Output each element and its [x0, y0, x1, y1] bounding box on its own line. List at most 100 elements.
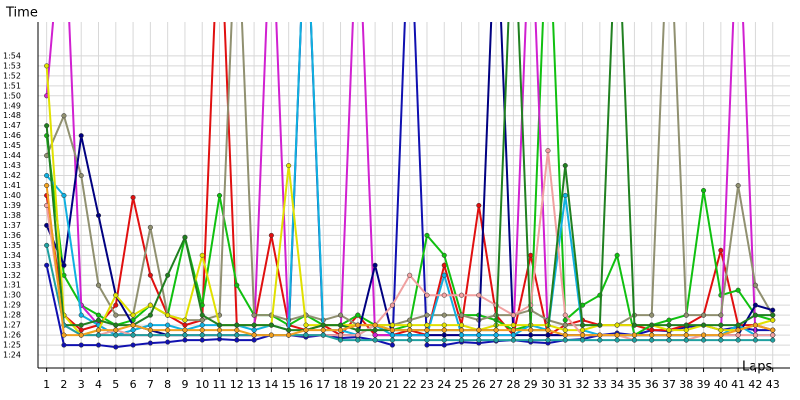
data-point — [234, 327, 240, 333]
data-point — [182, 337, 188, 343]
data-point — [355, 312, 361, 318]
data-point — [147, 272, 153, 278]
data-point — [545, 148, 551, 154]
data-point — [770, 332, 776, 338]
data-point — [597, 332, 603, 338]
data-point — [752, 322, 758, 328]
data-point — [407, 317, 413, 323]
data-point — [476, 202, 482, 209]
data-point — [199, 317, 205, 323]
data-point — [44, 262, 50, 268]
data-point — [718, 327, 724, 333]
data-point — [355, 327, 361, 333]
x-tick-label: 23 — [420, 378, 434, 391]
data-point — [78, 342, 84, 348]
data-point — [562, 322, 568, 328]
y-tick-label: 1:48 — [3, 111, 21, 120]
data-point — [510, 332, 516, 338]
data-point — [562, 312, 568, 318]
data-point — [458, 312, 465, 318]
data-point — [510, 337, 516, 343]
data-point — [147, 322, 153, 328]
data-point — [424, 337, 430, 343]
y-tick-label: 1:24 — [3, 351, 21, 360]
data-point — [303, 332, 309, 338]
data-point — [113, 322, 119, 328]
x-tick-label: 6 — [130, 378, 137, 391]
data-point — [320, 332, 326, 338]
data-point — [199, 332, 205, 338]
data-point — [165, 322, 171, 328]
data-point — [649, 337, 655, 343]
data-point — [147, 340, 153, 346]
data-point — [562, 192, 568, 199]
data-point — [701, 312, 707, 318]
data-point — [562, 327, 568, 333]
data-point — [614, 332, 620, 338]
data-point — [113, 292, 119, 298]
x-tick-label: 25 — [455, 378, 469, 391]
data-point — [95, 212, 102, 218]
data-point — [372, 327, 378, 333]
data-point — [718, 322, 724, 328]
data-point — [441, 342, 447, 348]
data-point — [458, 332, 465, 338]
data-point — [441, 322, 447, 328]
data-point — [78, 322, 84, 328]
data-point — [182, 234, 188, 240]
data-point — [752, 332, 758, 338]
data-point — [476, 327, 482, 333]
x-tick-label: 37 — [662, 378, 676, 391]
data-point — [424, 292, 430, 298]
data-point — [528, 327, 534, 333]
data-point — [234, 322, 240, 328]
data-point — [718, 312, 724, 318]
data-point — [165, 327, 171, 333]
data-point — [95, 342, 102, 348]
data-point — [372, 262, 378, 268]
data-point — [355, 332, 361, 338]
data-point — [441, 272, 447, 278]
x-tick-label: 42 — [748, 378, 762, 391]
data-point — [441, 252, 447, 258]
x-tick-label: 17 — [316, 378, 330, 391]
data-point — [182, 332, 188, 338]
x-tick-label: 16 — [299, 378, 313, 391]
data-point — [701, 187, 707, 194]
y-tick-label: 1:34 — [3, 251, 21, 260]
data-point — [320, 322, 326, 328]
data-point — [441, 312, 447, 318]
data-point — [130, 312, 136, 318]
data-point — [528, 252, 534, 258]
y-axis-title: Time — [5, 6, 38, 21]
x-tick-label: 12 — [230, 378, 244, 391]
data-point — [441, 292, 447, 298]
data-point — [407, 337, 413, 343]
data-point — [614, 252, 620, 258]
x-tick-label: 40 — [714, 378, 728, 391]
x-tick-label: 27 — [489, 378, 503, 391]
y-tick-label: 1:28 — [3, 311, 21, 320]
data-point — [510, 322, 516, 328]
x-tick-label: 5 — [112, 378, 119, 391]
data-point — [683, 322, 689, 328]
y-tick-label: 1:50 — [3, 91, 21, 100]
y-tick-label: 1:54 — [3, 51, 21, 60]
data-point — [130, 194, 136, 201]
data-point — [666, 327, 672, 333]
data-point — [580, 327, 586, 333]
data-point — [476, 292, 482, 298]
y-tick-label: 1:40 — [3, 191, 21, 200]
x-tick-label: 20 — [368, 378, 382, 391]
data-point — [545, 337, 551, 343]
data-point — [61, 342, 67, 348]
data-point — [476, 337, 482, 343]
data-point — [666, 322, 672, 328]
y-tick-label: 1:41 — [3, 181, 21, 190]
data-point — [562, 317, 568, 323]
data-point — [770, 317, 776, 323]
data-point — [424, 332, 430, 338]
x-tick-label: 28 — [506, 378, 520, 391]
data-point — [130, 332, 136, 338]
x-tick-label: 13 — [247, 378, 261, 391]
